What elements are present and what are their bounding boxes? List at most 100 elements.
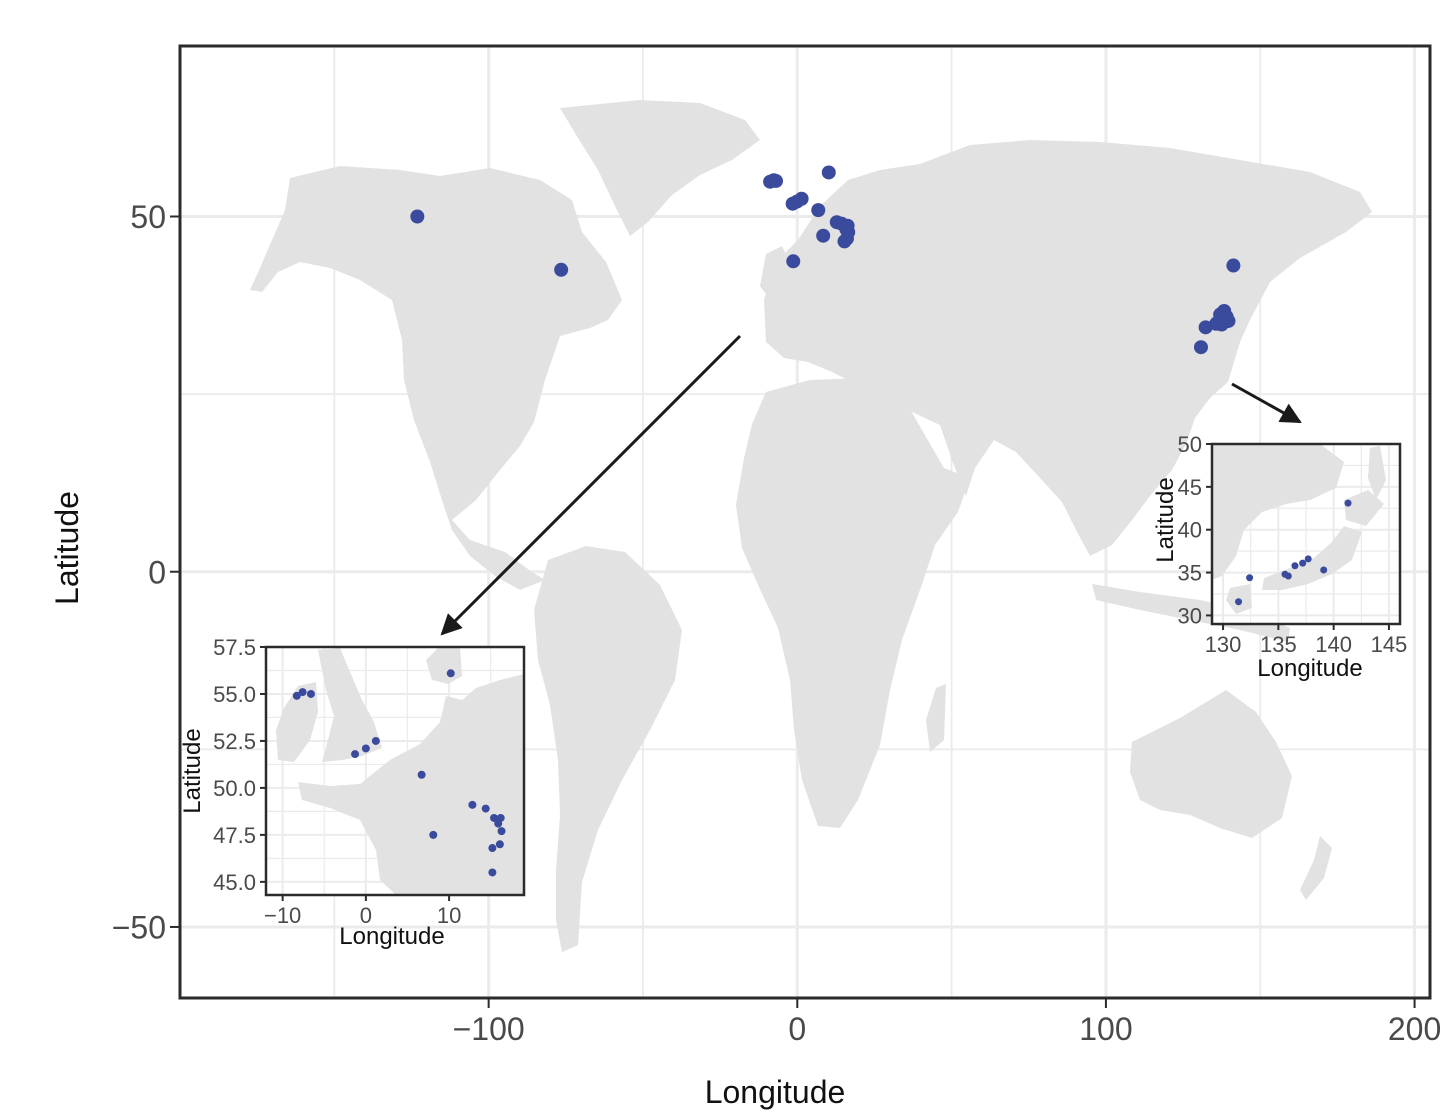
japan-inset-data-point xyxy=(1320,566,1328,574)
main-data-point xyxy=(410,209,425,224)
europe-inset-data-point xyxy=(497,827,506,836)
europe-inset-x-tick-label: 10 xyxy=(437,903,461,928)
main-x-axis-title: Longitude xyxy=(705,1074,846,1110)
inset-land-ireland xyxy=(276,682,318,762)
europe-inset-data-point xyxy=(488,868,497,877)
main-y-tick-label: 0 xyxy=(148,554,166,590)
japan-inset-x-axis-title: Longitude xyxy=(1257,655,1362,682)
europe-inset-data-point xyxy=(468,800,477,809)
europe-inset-frame xyxy=(264,645,526,897)
main-y-axis-title: Latitude xyxy=(49,491,85,605)
arrow-to-europe-inset xyxy=(440,334,742,636)
land-south-america xyxy=(534,546,682,952)
inset-land-continent xyxy=(298,674,524,895)
europe-inset-data-point xyxy=(481,804,490,813)
main-x-tick-label: 100 xyxy=(1079,1011,1132,1047)
europe-inset-data-point xyxy=(298,688,307,697)
inset-land-great-britain xyxy=(318,648,382,762)
europe-inset-y-tick-label: 45.0 xyxy=(213,870,256,895)
europe-inset-y-tick-label: 57.5 xyxy=(213,635,256,660)
main-x-tick-label: 0 xyxy=(788,1011,806,1047)
japan-inset-y-tick-label: 35 xyxy=(1178,560,1202,585)
main-data-point xyxy=(768,173,783,188)
europe-inset-data-point xyxy=(488,844,497,853)
main-data-point xyxy=(1198,320,1213,335)
europe-inset-y-tick-label: 50.0 xyxy=(213,776,256,801)
land-australia xyxy=(1130,690,1292,838)
japan-inset-data-point xyxy=(1291,562,1299,570)
japan-inset-y-tick-label: 30 xyxy=(1178,603,1202,628)
inset-land-hokkaido xyxy=(1344,490,1384,526)
land-indonesia xyxy=(1092,584,1290,642)
main-x-tick-label: −100 xyxy=(453,1011,525,1047)
europe-inset-y-tick-label: 47.5 xyxy=(213,823,256,848)
main-data-point xyxy=(837,234,852,249)
land-japan xyxy=(1192,336,1240,398)
main-map-points xyxy=(410,165,1241,355)
europe-inset-y-axis-title: Latitude xyxy=(179,728,206,813)
europe-inset-data-point xyxy=(429,830,438,839)
arrow-to-japan-inset xyxy=(1231,382,1302,424)
land-africa xyxy=(736,378,970,828)
japan-inset-x-tick-label: 130 xyxy=(1205,632,1242,657)
europe-inset-points xyxy=(292,669,506,877)
europe-inset-x-tick-label: 0 xyxy=(360,903,372,928)
main-map-landmasses xyxy=(250,100,1372,952)
main-data-point xyxy=(554,262,569,277)
japan-inset-x-tick-label: 145 xyxy=(1371,632,1408,657)
europe-inset-data-point xyxy=(417,770,426,779)
land-north-america xyxy=(250,166,622,590)
japan-inset-panel: 130 135 140 145 50 45 40 35 30 Longitude Latitud… xyxy=(1152,432,1407,682)
japan-inset-y-tick-label: 40 xyxy=(1178,518,1202,543)
japan-inset-data-point xyxy=(1246,574,1254,582)
land-europe-asia xyxy=(764,140,1372,556)
japan-inset-y-tick-label: 50 xyxy=(1178,432,1202,457)
europe-inset-data-point xyxy=(361,744,370,753)
main-data-point xyxy=(816,228,831,243)
europe-inset-data-point xyxy=(494,819,503,828)
inset-land-asian-mainland xyxy=(1212,444,1344,580)
main-data-point xyxy=(786,254,801,269)
main-data-point xyxy=(1226,258,1241,273)
main-x-tick-label: 200 xyxy=(1388,1011,1441,1047)
europe-inset-y-tick-label: 55.0 xyxy=(213,682,256,707)
land-new-zealand xyxy=(1300,836,1332,900)
europe-inset-data-point xyxy=(292,691,301,700)
main-data-point xyxy=(821,165,836,180)
main-data-point xyxy=(794,191,809,206)
japan-inset-data-point xyxy=(1304,555,1312,563)
japan-inset-data-point xyxy=(1284,572,1292,580)
land-madagascar xyxy=(926,684,946,752)
europe-inset-x-tick-label: −10 xyxy=(264,903,301,928)
land-uk-ireland xyxy=(760,246,792,300)
europe-inset-x-axis-title: Longitude xyxy=(339,923,444,950)
europe-inset-panel: −10 0 10 57.5 55.0 52.5 50.0 47.5 45.0 Longitude… xyxy=(179,635,526,950)
europe-inset-data-point xyxy=(306,689,315,698)
europe-inset-data-point xyxy=(495,840,504,849)
japan-inset-axis-ticks: 130 135 140 145 50 45 40 35 30 xyxy=(1178,432,1408,657)
main-map-frame xyxy=(178,44,1432,1000)
europe-inset-data-point xyxy=(490,813,499,822)
japan-inset-points xyxy=(1235,499,1352,606)
europe-inset-y-tick-label: 52.5 xyxy=(213,729,256,754)
japan-inset-y-axis-title: Latitude xyxy=(1152,477,1179,562)
main-data-point xyxy=(1193,340,1208,355)
main-data-point xyxy=(1214,317,1229,332)
japan-inset-x-tick-label: 135 xyxy=(1260,632,1297,657)
land-greenland xyxy=(560,100,760,236)
japan-inset-x-tick-label: 140 xyxy=(1315,632,1352,657)
main-y-tick-label: −50 xyxy=(112,909,166,945)
europe-inset-axis-ticks: −10 0 10 57.5 55.0 52.5 50.0 47.5 45.0 xyxy=(213,635,461,928)
japan-inset-data-point xyxy=(1344,499,1352,507)
japan-inset-data-point xyxy=(1299,559,1307,567)
japan-inset-data-point xyxy=(1235,598,1243,606)
main-y-tick-label: 50 xyxy=(130,199,166,235)
japan-inset-y-tick-label: 45 xyxy=(1178,475,1202,500)
europe-inset-data-point xyxy=(446,669,455,678)
inset-land-sakhalin xyxy=(1368,446,1386,500)
main-data-point xyxy=(811,203,826,218)
europe-inset-data-point xyxy=(371,736,380,745)
europe-inset-data-point xyxy=(351,750,360,759)
